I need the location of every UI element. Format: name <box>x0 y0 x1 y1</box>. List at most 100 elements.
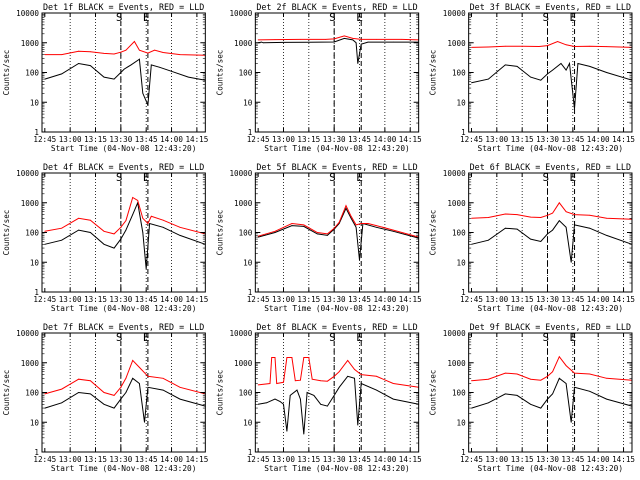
x-tick-label: 14:00 <box>587 295 610 304</box>
data-point-events <box>352 39 354 41</box>
data-point-lld <box>327 380 328 382</box>
x-tick-label: 14:00 <box>160 135 183 144</box>
data-point-lld <box>504 372 506 374</box>
data-point-events <box>488 78 489 80</box>
data-point-events <box>504 227 506 229</box>
series-line-events <box>44 58 206 106</box>
x-axis-label: Start Time (04-Nov-08 12:43:20) <box>51 464 197 473</box>
series-line-events <box>471 61 633 109</box>
x-tick-label: 14:15 <box>399 295 422 304</box>
data-point-events <box>291 225 293 227</box>
data-point-events <box>283 403 284 405</box>
data-point-events <box>540 407 542 409</box>
data-point-lld <box>376 375 377 377</box>
data-point-events <box>313 395 315 396</box>
y-tick-label: 10000 <box>229 169 252 178</box>
data-point-events <box>139 383 140 384</box>
data-point-lld <box>516 373 518 375</box>
series-line-lld <box>257 204 419 238</box>
data-point-events <box>504 393 506 395</box>
data-point-lld <box>392 383 394 384</box>
data-point-lld <box>345 205 347 207</box>
y-axis-label: Counts/sec <box>429 50 438 96</box>
data-point-events <box>78 392 79 393</box>
data-point-events <box>125 392 127 393</box>
data-point-events <box>516 66 518 67</box>
data-point-lld <box>360 223 362 224</box>
data-point-lld <box>471 380 472 382</box>
y-tick-label: 100 <box>25 69 39 78</box>
data-point-lld <box>488 378 489 380</box>
data-point-events <box>78 229 79 231</box>
data-point-lld <box>162 377 164 379</box>
chart-title: Det 7f BLACK = Events, RED = LLD <box>43 322 204 332</box>
data-point-lld <box>558 356 560 358</box>
data-point-events <box>303 433 305 435</box>
data-point-lld <box>134 41 135 42</box>
data-point-lld <box>360 374 362 375</box>
data-point-lld <box>521 45 523 47</box>
y-tick-label: 1 <box>34 448 39 457</box>
data-point-lld <box>333 227 335 229</box>
x-tick-label: 13:00 <box>485 295 508 304</box>
marker-label-s: S <box>116 11 123 24</box>
y-tick-label: 1 <box>248 128 253 137</box>
x-tick-label: 14:15 <box>612 455 635 464</box>
data-point-lld <box>540 379 542 381</box>
data-point-lld <box>392 229 394 231</box>
y-tick-label: 100 <box>239 69 253 78</box>
data-point-events <box>359 259 360 261</box>
data-point-lld <box>401 39 403 40</box>
x-tick-label: 12:45 <box>33 455 56 464</box>
data-point-events <box>61 73 63 75</box>
x-tick-label: 14:15 <box>185 295 208 304</box>
data-point-lld <box>300 39 301 40</box>
y-tick-label: 10 <box>30 258 40 267</box>
data-point-events <box>300 398 301 400</box>
plot-frame <box>41 172 206 293</box>
data-point-events <box>257 403 259 405</box>
data-point-events <box>159 66 161 68</box>
marker-label-s: S <box>116 331 123 344</box>
data-point-events <box>547 233 548 235</box>
data-point-lld <box>78 50 79 52</box>
data-point-lld <box>547 214 548 216</box>
x-tick-label: 13:45 <box>348 295 371 304</box>
data-point-lld <box>120 51 122 53</box>
data-point-events <box>574 224 575 226</box>
data-point-lld <box>574 214 575 216</box>
y-tick-label: 10000 <box>443 9 466 18</box>
x-axis-label: Start Time (04-Nov-08 12:43:20) <box>478 464 624 473</box>
data-point-lld <box>276 383 278 384</box>
y-tick-label: 10000 <box>443 169 466 178</box>
data-point-events <box>145 268 147 270</box>
data-point-lld <box>147 52 149 54</box>
data-point-events <box>120 238 122 240</box>
data-point-events <box>516 228 518 230</box>
data-point-lld <box>558 202 560 204</box>
data-point-events <box>516 395 518 396</box>
data-point-lld <box>557 41 558 42</box>
marker-label-e: E <box>356 171 363 184</box>
marker-label-e: E <box>143 331 150 344</box>
x-axis-label: Start Time (04-Nov-08 12:43:20) <box>264 304 410 313</box>
data-point-events <box>132 214 134 216</box>
x-tick-label: 14:00 <box>160 455 183 464</box>
data-point-events <box>44 407 46 409</box>
marker-label-e: E <box>143 11 150 24</box>
series-line-events <box>44 201 206 269</box>
data-point-events <box>316 233 318 235</box>
series-line-lld <box>44 40 206 56</box>
data-point-lld <box>327 233 328 235</box>
data-point-events <box>103 243 105 245</box>
x-axis-label: Start Time (04-Nov-08 12:43:20) <box>264 464 410 473</box>
data-point-lld <box>90 380 91 382</box>
data-point-lld <box>606 217 607 219</box>
data-point-lld <box>347 360 349 361</box>
series-line-lld <box>258 357 419 388</box>
x-tick-label: 13:15 <box>84 455 107 464</box>
